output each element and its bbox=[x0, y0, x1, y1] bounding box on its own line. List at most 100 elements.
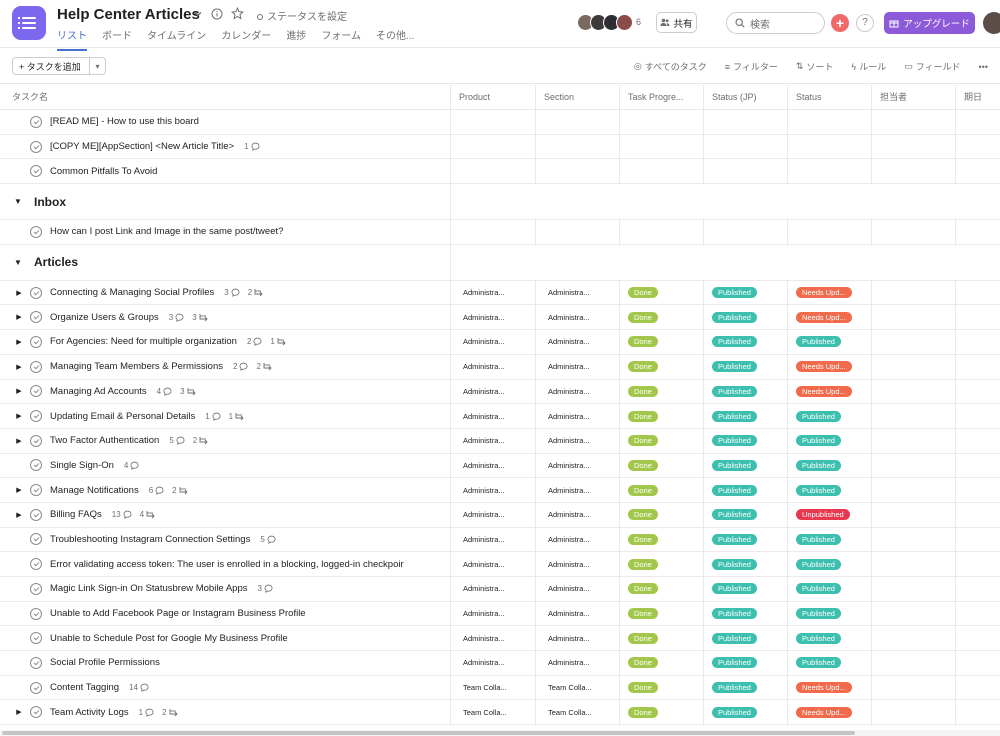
table-row[interactable]: ▶ Updating Email & Personal Details 1 1 Admi… bbox=[0, 404, 1000, 429]
table-row[interactable]: ▶ Billing FAQs 13 4 Administra... Administra.… bbox=[0, 502, 1000, 528]
task-progress-cell[interactable]: Done bbox=[619, 552, 703, 576]
task-name[interactable]: Manage Notifications bbox=[50, 484, 139, 496]
task-progress-cell[interactable] bbox=[619, 134, 703, 159]
fields-button[interactable]: ▭ フィールド bbox=[904, 61, 961, 72]
comment-count[interactable]: 5 bbox=[169, 436, 185, 445]
complete-task-checkbox[interactable] bbox=[30, 558, 42, 571]
status-jp-cell[interactable]: Published bbox=[703, 552, 787, 576]
table-row[interactable]: ▶ Connecting & Managing Social Profiles 3 2… bbox=[0, 280, 1000, 306]
due-date-cell[interactable] bbox=[955, 478, 1000, 502]
assignee-cell[interactable] bbox=[871, 527, 955, 552]
assignee-cell[interactable] bbox=[871, 379, 955, 404]
status-cell[interactable]: Published bbox=[787, 601, 871, 626]
complete-task-checkbox[interactable] bbox=[30, 140, 42, 153]
chevron-down-icon[interactable] bbox=[193, 9, 203, 19]
task-name[interactable]: Billing FAQs bbox=[50, 509, 102, 521]
assignee-cell[interactable] bbox=[871, 428, 955, 453]
assignee-cell[interactable] bbox=[871, 330, 955, 354]
product-cell[interactable]: Administra... bbox=[450, 527, 535, 552]
subtask-count[interactable]: 2 bbox=[162, 708, 178, 717]
product-cell[interactable]: Administra... bbox=[450, 428, 535, 453]
help-button[interactable]: ? bbox=[856, 14, 874, 32]
product-cell[interactable]: Team Colla... bbox=[450, 700, 535, 725]
section-cell[interactable] bbox=[535, 134, 619, 159]
expand-subtasks-icon[interactable]: ▶ bbox=[16, 314, 22, 322]
due-date-cell[interactable] bbox=[955, 379, 1000, 404]
section-cell[interactable] bbox=[535, 220, 619, 244]
tab-list[interactable]: リスト bbox=[57, 27, 87, 51]
column-header-task-name[interactable]: タスク名 bbox=[12, 92, 49, 102]
due-date-cell[interactable] bbox=[955, 428, 1000, 453]
product-cell[interactable]: Administra... bbox=[450, 626, 535, 651]
due-date-cell[interactable] bbox=[955, 626, 1000, 651]
complete-task-checkbox[interactable] bbox=[30, 706, 42, 719]
expand-subtasks-icon[interactable]: ▶ bbox=[16, 413, 22, 421]
complete-task-checkbox[interactable] bbox=[30, 225, 42, 238]
column-header-due-date[interactable]: 期日 bbox=[955, 85, 1000, 110]
task-progress-cell[interactable]: Done bbox=[619, 577, 703, 601]
table-row[interactable]: Unable to Add Facebook Page or Instagram… bbox=[0, 601, 1000, 627]
status-cell[interactable]: Published bbox=[787, 478, 871, 502]
task-progress-cell[interactable]: Done bbox=[619, 305, 703, 330]
comment-count[interactable]: 2 bbox=[247, 337, 262, 346]
complete-task-checkbox[interactable] bbox=[30, 165, 42, 178]
status-cell[interactable]: Needs Upd... bbox=[787, 675, 871, 700]
due-date-cell[interactable] bbox=[955, 453, 1000, 478]
table-row[interactable]: Magic Link Sign-in On Statusbrew Mobile … bbox=[0, 577, 1000, 602]
status-jp-cell[interactable]: Published bbox=[703, 404, 787, 428]
task-progress-cell[interactable]: Done bbox=[619, 330, 703, 354]
due-date-cell[interactable] bbox=[955, 502, 1000, 527]
subtask-count[interactable]: 2 bbox=[193, 436, 209, 445]
status-jp-cell[interactable]: Published bbox=[703, 626, 787, 651]
subtask-count[interactable]: 1 bbox=[229, 412, 245, 421]
tab-progress[interactable]: 進捗 bbox=[286, 31, 307, 42]
section-cell[interactable]: Administra... bbox=[535, 651, 619, 675]
task-name[interactable]: Single Sign-On bbox=[50, 459, 114, 471]
complete-task-checkbox[interactable] bbox=[30, 385, 42, 398]
task-progress-cell[interactable]: Done bbox=[619, 478, 703, 502]
comment-count[interactable]: 4 bbox=[124, 461, 139, 470]
table-row[interactable]: ▶ Manage Notifications 6 2 Administra... Admi… bbox=[0, 478, 1000, 503]
status-cell[interactable]: Unpublished bbox=[787, 502, 871, 527]
member-count[interactable]: 6 bbox=[636, 17, 642, 27]
status-cell[interactable]: Published bbox=[787, 453, 871, 478]
section-header-articles[interactable]: ▼ Articles bbox=[0, 244, 1000, 281]
tab-timeline[interactable]: タイムライン bbox=[147, 31, 207, 42]
task-progress-cell[interactable]: Done bbox=[619, 651, 703, 675]
expand-subtasks-icon[interactable]: ▶ bbox=[16, 289, 22, 297]
task-name[interactable]: Troubleshooting Instagram Connection Set… bbox=[50, 533, 251, 545]
assignee-cell[interactable] bbox=[871, 700, 955, 725]
due-date-cell[interactable] bbox=[955, 675, 1000, 700]
due-date-cell[interactable] bbox=[955, 330, 1000, 354]
assignee-cell[interactable] bbox=[871, 404, 955, 428]
scrollbar-thumb[interactable] bbox=[2, 731, 855, 735]
expand-subtasks-icon[interactable]: ▶ bbox=[16, 511, 22, 519]
table-row[interactable]: ▶ Team Activity Logs 1 2 Team Colla... Team C… bbox=[0, 700, 1000, 726]
complete-task-checkbox[interactable] bbox=[30, 582, 42, 595]
status-jp-cell[interactable]: Published bbox=[703, 601, 787, 626]
status-jp-cell[interactable]: Published bbox=[703, 453, 787, 478]
filter-button[interactable]: ≡ フィルター bbox=[724, 61, 778, 73]
section-cell[interactable]: Administra... bbox=[535, 478, 619, 502]
due-date-cell[interactable] bbox=[955, 280, 1000, 305]
product-cell[interactable]: Administra... bbox=[450, 354, 535, 379]
task-name[interactable]: Two Factor Authentication bbox=[50, 435, 160, 447]
task-name[interactable]: Unable to Add Facebook Page or Instagram… bbox=[50, 608, 306, 620]
upgrade-button[interactable]: アップグレード bbox=[884, 12, 975, 34]
task-name[interactable]: Content Tagging bbox=[50, 682, 120, 694]
rules-button[interactable]: ϟ ルール bbox=[851, 61, 887, 73]
chevron-down-icon[interactable]: ▼ bbox=[14, 257, 22, 267]
table-row[interactable]: Social Profile Permissions Administra... A… bbox=[0, 651, 1000, 676]
due-date-cell[interactable] bbox=[955, 134, 1000, 159]
task-progress-cell[interactable] bbox=[619, 220, 703, 244]
status-cell[interactable] bbox=[787, 220, 871, 244]
expand-subtasks-icon[interactable]: ▶ bbox=[16, 487, 22, 495]
task-progress-cell[interactable]: Done bbox=[619, 379, 703, 404]
task-name[interactable]: [READ ME] - How to use this board bbox=[50, 116, 199, 128]
due-date-cell[interactable] bbox=[955, 527, 1000, 552]
task-name[interactable]: Error validating access token: The user … bbox=[50, 558, 404, 570]
member-avatars[interactable] bbox=[577, 14, 633, 31]
table-row[interactable]: Single Sign-On 4 Administra... Administra..… bbox=[0, 453, 1000, 479]
product-cell[interactable]: Administra... bbox=[450, 502, 535, 527]
product-cell[interactable] bbox=[450, 159, 535, 184]
